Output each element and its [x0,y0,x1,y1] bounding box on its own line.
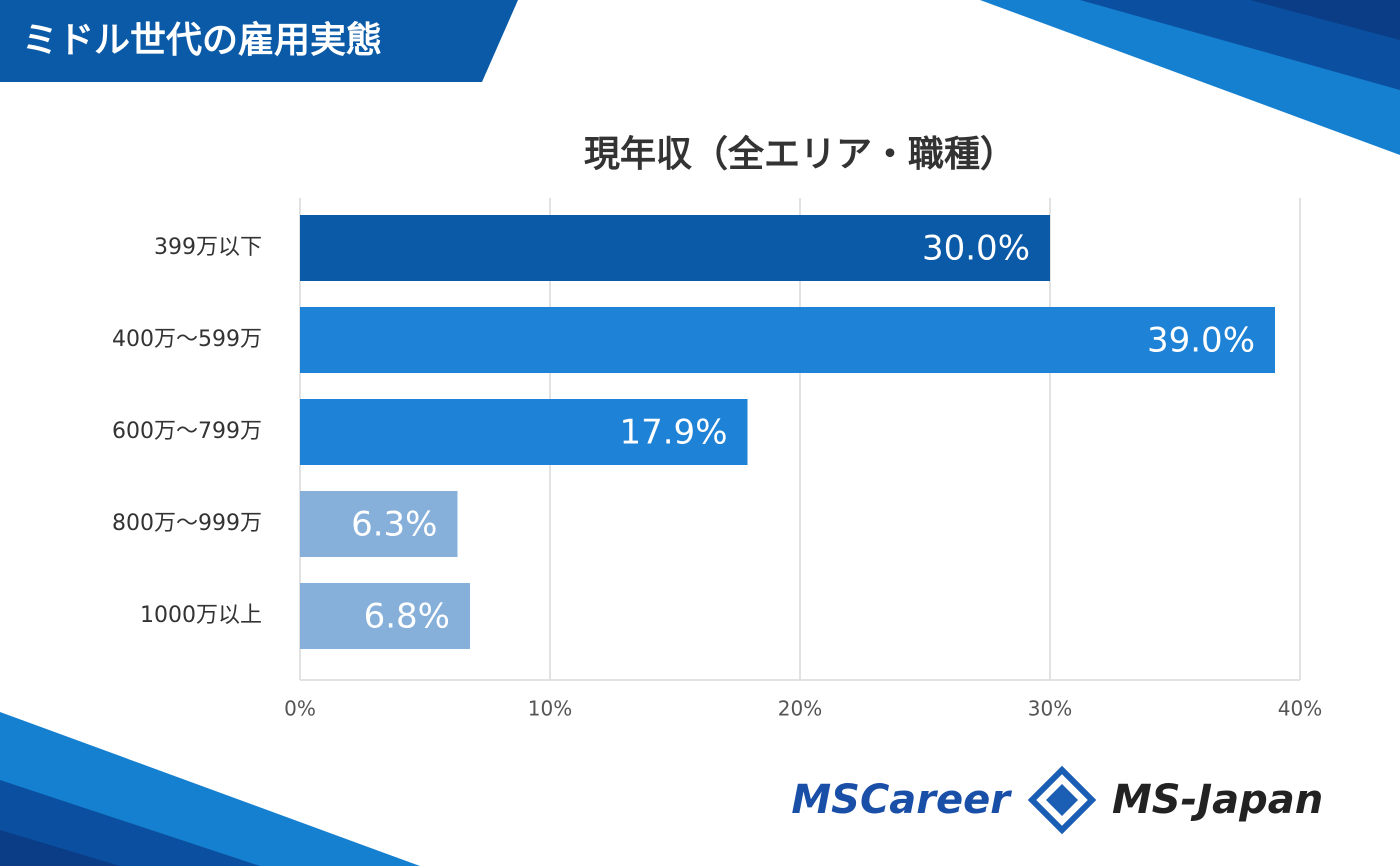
decor [1080,0,1400,90]
logo: MSCareer [791,777,1012,823]
y-tick-label: 400万～599万 [112,327,262,352]
decor [1250,0,1400,40]
banner-bg [0,0,518,82]
logo-mark [1027,765,1097,835]
y-tick-label: 1000万以上 [140,603,262,628]
value-label: 39.0% [1147,321,1255,361]
x-tick-label: 20% [778,697,822,721]
bar [300,583,470,649]
banner: ミドル世代の雇用実態 [22,20,382,61]
chart-title: 現年収（全エリア・職種） [584,133,1016,175]
bar [300,215,1050,281]
x-tick-label: 40% [1278,697,1322,721]
y-tick-label: 399万以下 [154,235,262,260]
bar [300,307,1275,373]
decor [0,780,260,866]
value-label: 30.0% [922,229,1030,269]
bar [300,491,458,557]
value-label: 6.8% [364,597,450,637]
value-label: 6.3% [351,505,437,545]
bar [300,399,748,465]
x-tick-label: 10% [528,697,572,721]
logo: MS-Japan [1112,777,1323,823]
y-tick-label: 800万～999万 [112,511,262,536]
x-tick-label: 0% [284,697,316,721]
decor [0,830,120,866]
y-tick-label: 600万～799万 [112,419,262,444]
x-tick-label: 30% [1028,697,1072,721]
value-label: 17.9% [619,413,727,453]
